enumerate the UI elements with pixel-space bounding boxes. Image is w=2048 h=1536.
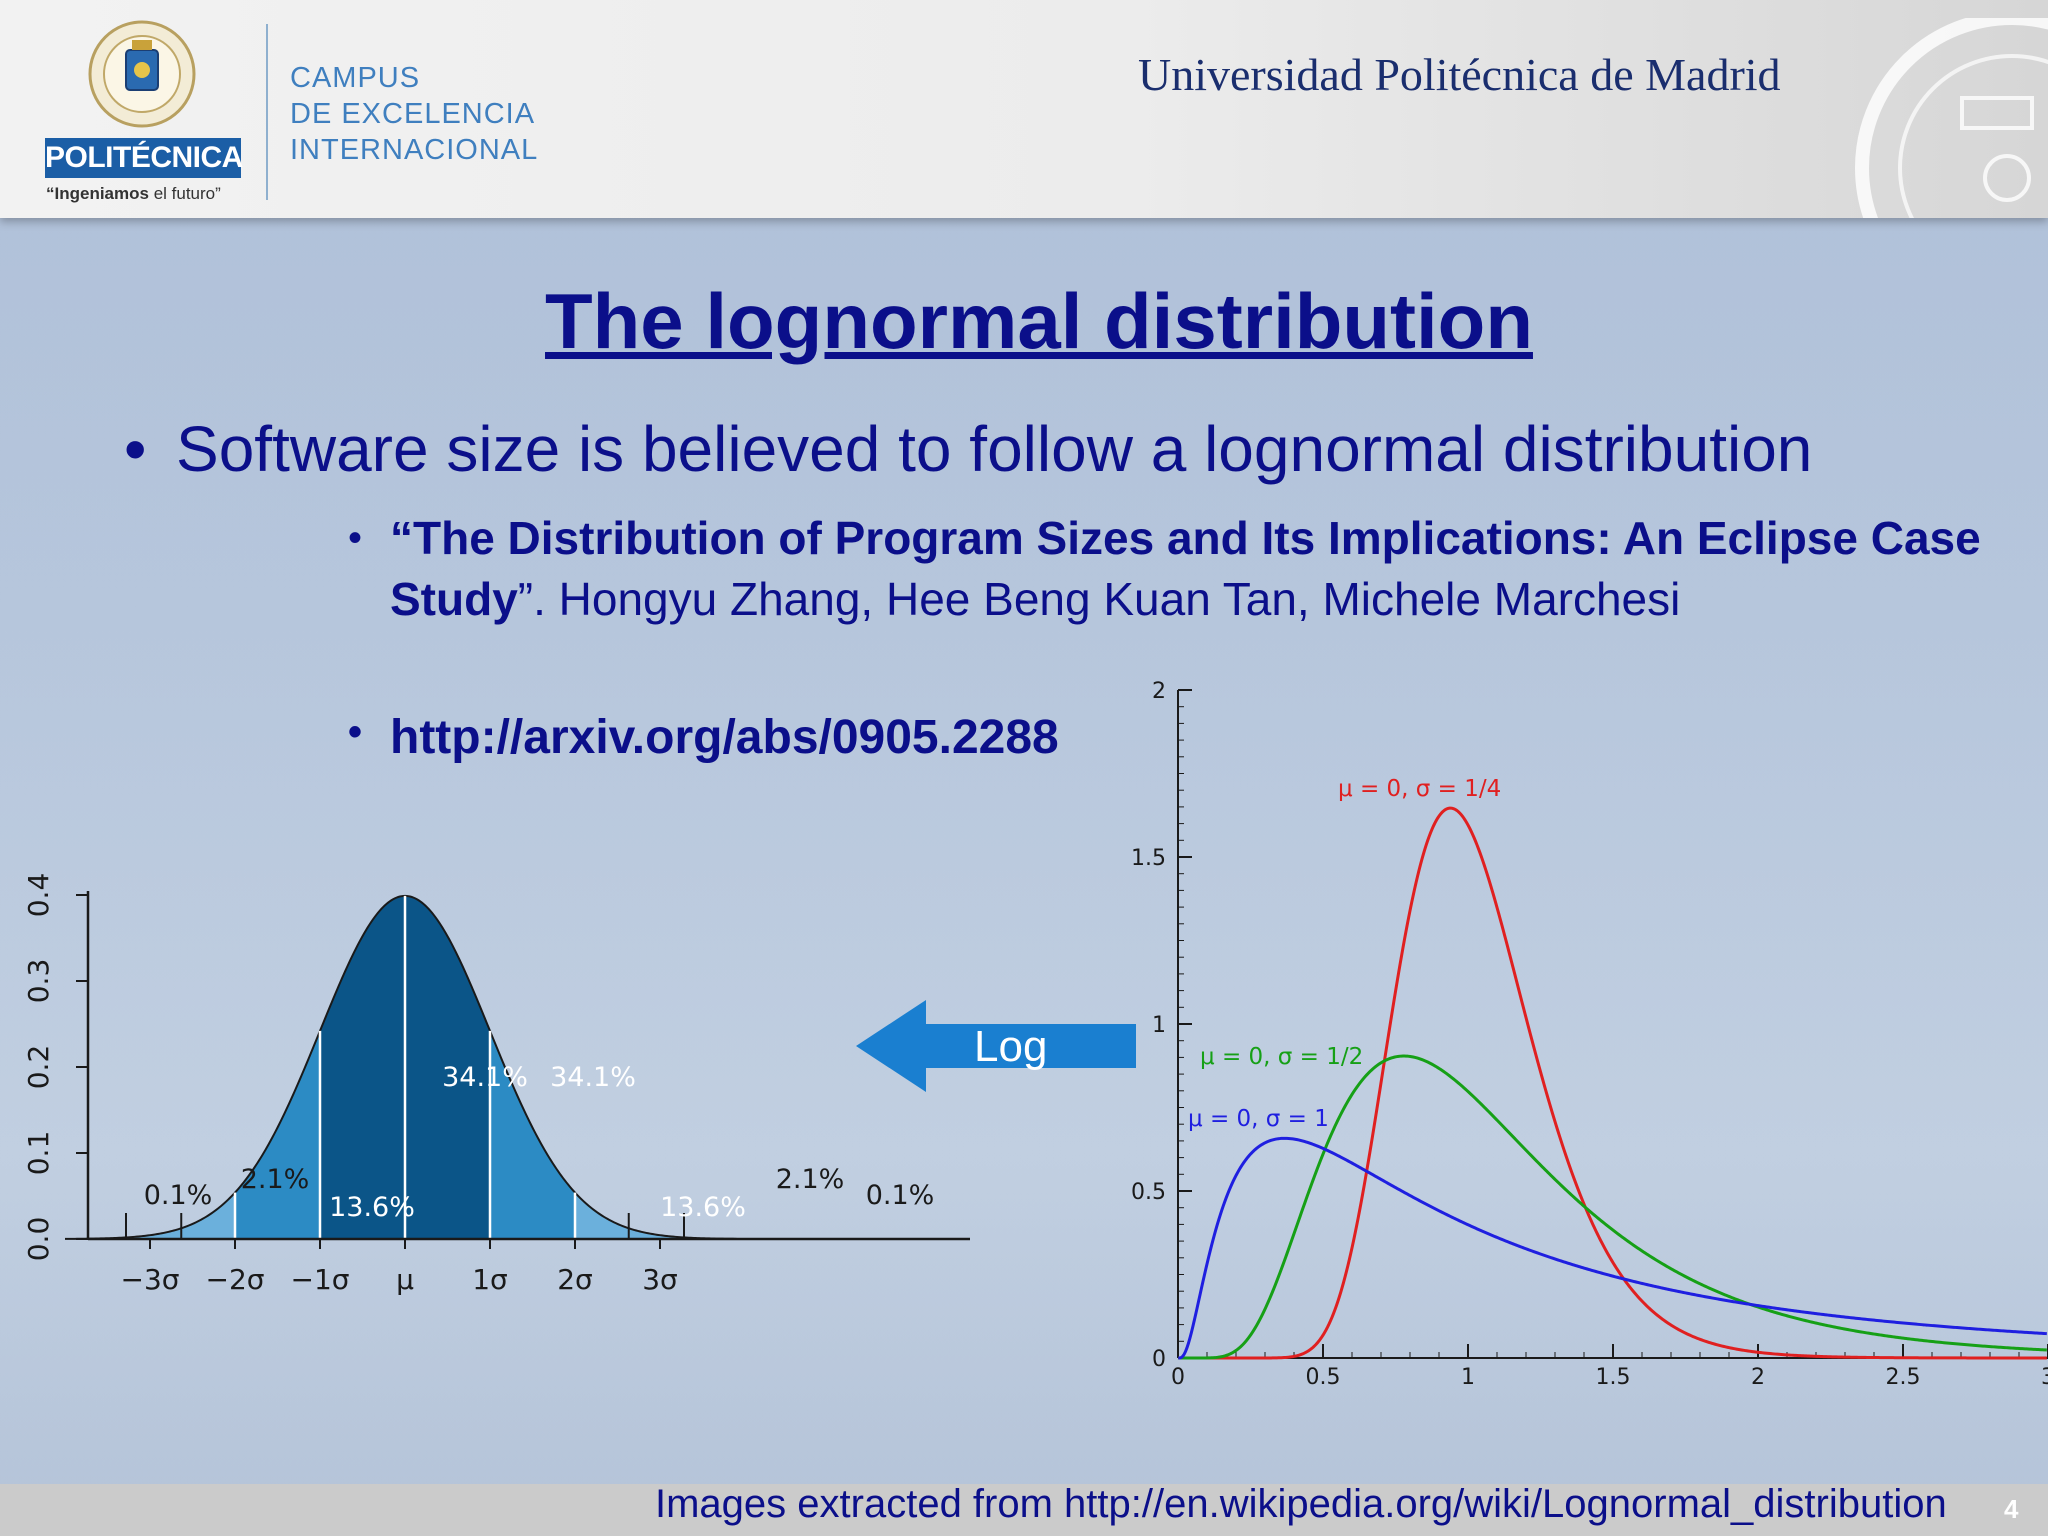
- y-tick-label: 0.0: [22, 1217, 55, 1262]
- series-line-1: [1178, 1054, 2047, 1360]
- region-label-left-mid: 13.6%: [329, 1192, 415, 1223]
- x-tick-label: 1.5: [1596, 1365, 1631, 1390]
- area-left-center: [320, 895, 405, 1239]
- y-tick-label: 2: [1152, 679, 1166, 704]
- y-tick-label: 0.4: [22, 873, 55, 918]
- header-divider: [266, 24, 268, 200]
- slide-title: The lognormal distribution: [545, 277, 1533, 365]
- log-arrow-icon: [856, 1000, 1136, 1092]
- y-tick-label: 0.3: [22, 959, 55, 1004]
- x-tick-label: μ: [396, 1263, 414, 1296]
- series-label-0: μ = 0, σ = 1/4: [1338, 776, 1501, 802]
- series-label-2: μ = 0, σ = 1: [1188, 1106, 1329, 1132]
- bullet-main-text: Software size is believed to follow a lo…: [176, 413, 1813, 485]
- region-label-right-tail: 0.1%: [866, 1180, 935, 1211]
- series-label-1: μ = 0, σ = 1/2: [1200, 1044, 1363, 1070]
- region-label-right-outer: 2.1%: [776, 1164, 845, 1195]
- arxiv-link[interactable]: http://arxiv.org/abs/0905.2288: [390, 711, 1059, 764]
- x-tick-label: 0: [1171, 1365, 1185, 1390]
- campus-label: CAMPUS DE EXCELENCIA INTERNACIONAL: [290, 62, 539, 166]
- university-seal-icon: [1855, 18, 2048, 218]
- bullet-dot: •: [124, 413, 147, 485]
- reference-text: “The Distribution of Program Sizes and I…: [390, 512, 1981, 625]
- x-tick-label: −2σ: [205, 1263, 264, 1296]
- x-tick-label: −1σ: [290, 1263, 349, 1296]
- y-tick-label: 0.2: [22, 1045, 55, 1090]
- area-right-outer: [575, 1192, 660, 1239]
- x-tick-label: 2σ: [557, 1263, 593, 1296]
- bullet-dot: •: [348, 516, 363, 560]
- region-label-right-mid: 13.6%: [660, 1192, 746, 1223]
- logo-name: POLITÉCNICA: [45, 138, 243, 178]
- arrow-label: Log: [974, 1022, 1048, 1071]
- y-tick-label: 0: [1152, 1347, 1166, 1372]
- x-tick-label: 3: [2041, 1365, 2048, 1390]
- x-tick-label: −3σ: [120, 1263, 179, 1296]
- x-tick-label: 2: [1751, 1365, 1765, 1390]
- region-label-left-center: 34.1%: [442, 1062, 528, 1093]
- footer-source: Images extracted from http://en.wikipedi…: [655, 1482, 1947, 1526]
- y-tick-label: 1.5: [1131, 846, 1166, 871]
- upm-crest-icon: [88, 20, 196, 128]
- y-tick-label: 0.5: [1131, 1180, 1166, 1205]
- region-label-right-center: 34.1%: [550, 1062, 636, 1093]
- y-tick-label: 1: [1152, 1013, 1166, 1038]
- lognormal-distribution-chart: 0 0.5 1 1.5 2 0 0.5 1 1.5 2 2.5 3 μ = 0, σ = 1/4 μ = …: [1131, 679, 2048, 1390]
- series-line-0: [1178, 806, 2047, 1360]
- logo-tagline: “Ingeniamos el futuro”: [46, 184, 221, 203]
- normal-distribution-chart: −3σ −2σ −1σ μ 1σ 2σ 3σ 0.0 0.1 0.2 0.3 0.4 0.1% 2.1…: [22, 873, 970, 1296]
- footer-bar: [0, 1484, 2048, 1536]
- x-tick-label: 3σ: [642, 1263, 678, 1296]
- region-label-left-tail: 0.1%: [144, 1180, 213, 1211]
- page-number: 4: [2004, 1494, 2019, 1524]
- area-left-outer: [150, 1192, 235, 1239]
- x-tick-label: 1: [1461, 1365, 1475, 1390]
- slide-header: POLITÉCNICA “Ingeniamos el futuro” CAMPU…: [0, 0, 2048, 218]
- series-line-2: [1178, 1136, 2047, 1360]
- y-tick-label: 0.1: [22, 1131, 55, 1176]
- x-tick-label: 1σ: [472, 1263, 508, 1296]
- bullet-dot: •: [348, 710, 363, 754]
- region-label-left-outer: 2.1%: [241, 1164, 310, 1195]
- x-tick-label: 2.5: [1886, 1365, 1921, 1390]
- university-name: Universidad Politécnica de Madrid: [1138, 49, 1781, 100]
- x-tick-label: 0.5: [1306, 1365, 1341, 1390]
- normal-curve: [64, 894, 737, 1240]
